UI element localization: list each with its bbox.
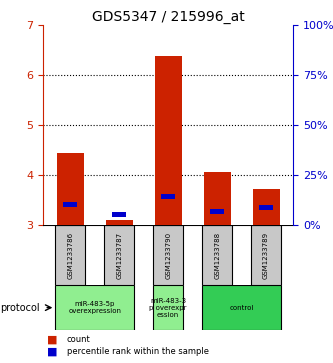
Bar [113,212,126,217]
Text: ■: ■ [47,346,57,356]
Text: miR-483-5p
overexpression: miR-483-5p overexpression [68,301,121,314]
Bar [155,56,181,225]
Bar [162,194,175,199]
Text: protocol: protocol [0,303,40,313]
Bar [202,285,281,330]
Bar [55,285,134,330]
Text: GSM1233789: GSM1233789 [263,232,269,278]
Text: GSM1233786: GSM1233786 [67,232,73,278]
Text: GSM1233788: GSM1233788 [214,232,220,278]
Bar [153,225,183,285]
Bar [55,225,85,285]
Bar [204,172,231,225]
Bar [259,205,273,210]
Text: GSM1233787: GSM1233787 [116,232,122,278]
Text: percentile rank within the sample: percentile rank within the sample [67,347,208,356]
Bar [251,225,281,285]
Bar [57,153,84,225]
Text: control: control [229,305,254,311]
Text: miR-483-3
p overexpr
ession: miR-483-3 p overexpr ession [150,298,187,318]
Bar [106,220,133,225]
Text: count: count [67,335,90,344]
Bar [153,285,183,330]
Text: ■: ■ [47,334,57,344]
Bar [104,225,134,285]
Bar [64,201,77,207]
Bar [253,189,280,225]
Title: GDS5347 / 215996_at: GDS5347 / 215996_at [92,11,244,24]
Text: GSM1233790: GSM1233790 [165,232,171,278]
Bar [210,209,224,213]
Bar [202,225,232,285]
